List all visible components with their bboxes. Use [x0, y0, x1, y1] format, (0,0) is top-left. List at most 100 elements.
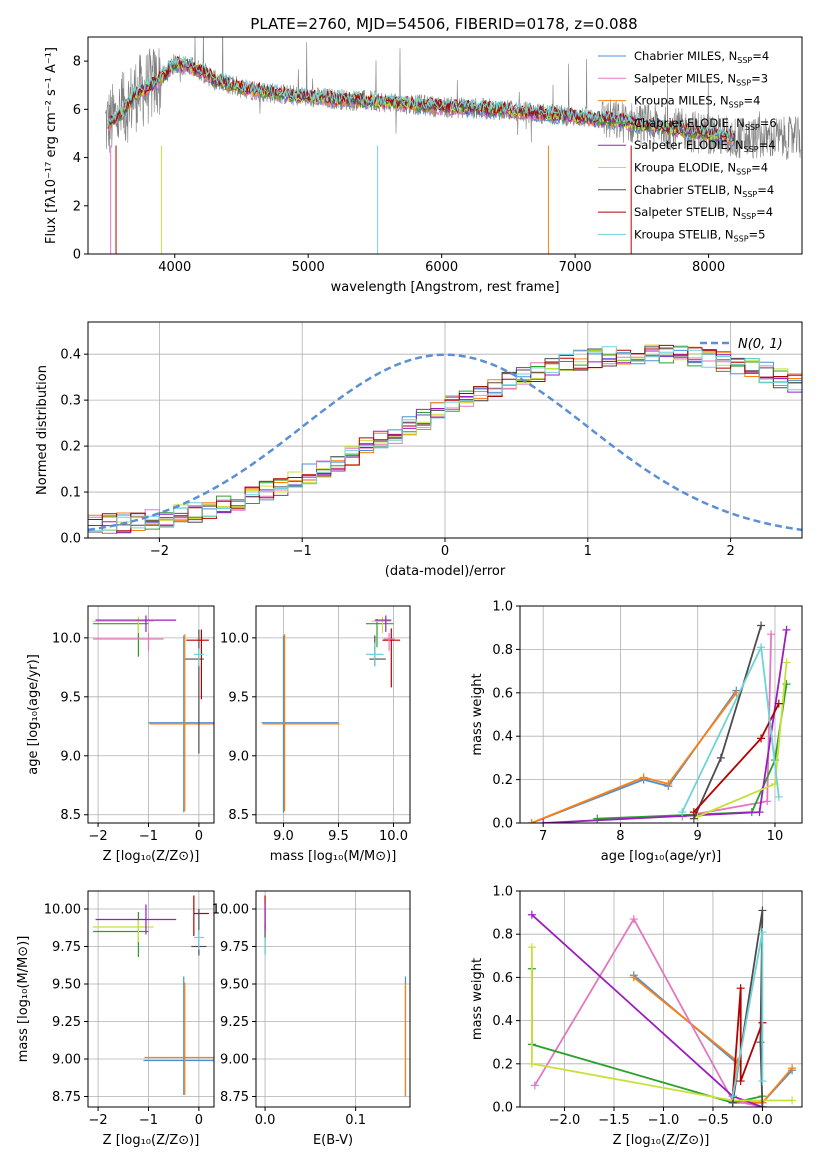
- y-tick-label: 9.75: [220, 940, 249, 955]
- weight-marker-salpeter_miles: [763, 797, 772, 806]
- axes-frame: [87, 36, 803, 255]
- x-tick-label: 9: [694, 829, 702, 844]
- y-tick-label: 9.0: [60, 749, 81, 764]
- weight-line-kroupa_stelib: [681, 644, 780, 813]
- y-tick-label: 0.0: [60, 532, 81, 547]
- weight-line-salpeter_stelib: [731, 988, 764, 1097]
- histogram-salpeter_stelib: [88, 344, 802, 532]
- x-tick-label: 8000: [692, 260, 725, 275]
- weight-marker-kroupa_elodie: [788, 1096, 797, 1105]
- weight-marker-chabrier_stelib: [758, 906, 767, 915]
- y-tick-label: 9.50: [52, 978, 81, 993]
- y-tick-label: 9.5: [228, 690, 249, 705]
- legend-entry-normal: N(0, 1): [738, 337, 783, 352]
- x-tick-label: 9.0: [273, 829, 294, 844]
- y-tick-label: 9.25: [220, 1015, 249, 1030]
- weight-line-salpeter_stelib: [693, 703, 780, 813]
- y-axis-label: mass weight: [470, 673, 485, 755]
- y-tick-label: 9.25: [52, 1015, 81, 1030]
- legend-entry-kroupa_miles: Kroupa MILES, NSSP=4: [634, 94, 760, 110]
- weight-line-chabrier_miles: [531, 690, 738, 823]
- legend-entry-chabrier_stelib: Chabrier STELIB, NSSP=4: [634, 183, 774, 199]
- y-tick-label: 0: [73, 248, 81, 263]
- x-tick-label: −1.0: [648, 1113, 680, 1128]
- x-tick-label: 0: [195, 829, 203, 844]
- weight-marker-salpeter_stelib: [774, 699, 783, 708]
- y-tick-label: 0.2: [60, 440, 81, 455]
- weight-marker-kroupa_stelib: [758, 928, 767, 937]
- plot-area: [88, 344, 802, 534]
- x-tick-label: −2: [150, 544, 169, 559]
- x-tick-label: 7000: [559, 260, 592, 275]
- weight-marker-kroupa_elodie: [527, 1059, 536, 1068]
- y-axis-label: mass weight: [470, 958, 485, 1040]
- weight-marker-kroupa_stelib: [757, 643, 766, 652]
- y-tick-label: 9.00: [220, 1053, 249, 1068]
- x-tick-label: 4000: [158, 260, 191, 275]
- axes-frame: [255, 605, 411, 824]
- y-tick-label: 6: [73, 103, 81, 118]
- x-axis-label: Z [log₁₀(Z/Z⊙)]: [103, 849, 200, 864]
- y-tick-label: 8.75: [52, 1090, 81, 1105]
- axes-frame: [519, 890, 803, 1108]
- x-tick-label: 0.0: [255, 1113, 276, 1128]
- plot-area: [105, 37, 801, 254]
- legend-entry-salpeter_stelib: Salpeter STELIB, NSSP=4: [634, 205, 773, 221]
- plot-area: [93, 895, 214, 1095]
- weight-marker-kroupa_elodie: [527, 943, 536, 952]
- weight-marker-kroupa_elodie: [782, 658, 791, 667]
- weight-line-kroupa_miles: [531, 692, 738, 823]
- x-axis-label: Z [log₁₀(Z/Z⊙)]: [613, 1133, 710, 1148]
- histogram-salpeter_elodie: [88, 349, 802, 534]
- axes-frame: [519, 605, 803, 824]
- weight-marker-kroupa_stelib: [774, 792, 783, 801]
- y-tick-label: 9.5: [60, 690, 81, 705]
- residuals-legend: N(0, 1): [700, 337, 783, 352]
- weight-marker-chabrier_stelib: [758, 1103, 767, 1107]
- weight-marker-kroupa_miles: [639, 773, 648, 782]
- y-tick-label: 8: [73, 55, 81, 70]
- weight-marker-kroupa_stelib: [678, 808, 687, 817]
- x-tick-label: 6000: [425, 260, 458, 275]
- weight-marker-salpeter_miles: [767, 630, 776, 639]
- axes-frame: [87, 890, 215, 1108]
- y-axis-label: Flux [fλ10⁻¹⁷ erg cm⁻² s⁻¹ A⁻¹]: [44, 47, 59, 244]
- weight-marker-chabrier_stelib: [716, 753, 725, 762]
- model-line-chabrier_elodie: [107, 60, 736, 144]
- x-axis-label: E(B-V): [313, 1133, 353, 1148]
- mass-vs-metallicity-panel: −2 −1 0 8.75 9.00 9.25 9.50 9.75 10.00 Z [log₁₀(Z…: [16, 890, 215, 1148]
- weight-marker-salpeter_miles: [629, 915, 638, 924]
- y-tick-label: 0.1: [60, 486, 81, 501]
- x-tick-label: 2: [726, 544, 734, 559]
- figure-title: PLATE=2760, MJD=54506, FIBERID=0178, z=0…: [250, 15, 637, 33]
- y-axis-label: mass [log₁₀(M/M⊙)]: [16, 936, 31, 1063]
- weight-line-salpeter_miles: [682, 634, 772, 818]
- weight-marker-salpeter_stelib: [757, 734, 766, 743]
- x-tick-label: −1: [293, 544, 312, 559]
- weight-marker-kroupa_stelib: [728, 1092, 737, 1101]
- y-tick-label: 9.50: [220, 978, 249, 993]
- plot-area: [527, 621, 791, 823]
- x-tick-label: 5000: [292, 260, 325, 275]
- x-tick-label: 0: [195, 1113, 203, 1128]
- normal-curve-line: [88, 353, 802, 532]
- weight-line-chabrier_stelib: [692, 625, 762, 820]
- legend-entry-chabrier_miles: Chabrier MILES, NSSP=4: [634, 49, 769, 65]
- plot-area: [93, 615, 214, 813]
- weight-marker-salpeter_elodie: [539, 819, 548, 823]
- x-axis-label: (data-model)/error: [385, 564, 506, 579]
- x-tick-label: −0.5: [697, 1113, 729, 1128]
- weight-line-salpeter_miles: [534, 917, 763, 1107]
- weight-line-chabrier_stelib: [731, 910, 764, 1107]
- age-vs-mass-panel: 9.0 9.5 10.0 8.5 9.0 9.5 10.0 mass [log₁₀(M/M⊙)…: [220, 605, 411, 864]
- y-tick-label: 9.0: [228, 749, 249, 764]
- weight-marker-salpeter_stelib: [689, 808, 698, 817]
- y-axis-label: Normed distribution: [35, 365, 50, 495]
- x-axis-label: mass [log₁₀(M/M⊙)]: [270, 849, 397, 864]
- y-tick-label: 0.0: [492, 1101, 513, 1116]
- weight-marker-kroupa_miles: [629, 973, 638, 982]
- legend-entry-kroupa_stelib: Kroupa STELIB, NSSP=5: [634, 227, 765, 243]
- x-tick-label: −1: [139, 1113, 158, 1128]
- x-tick-label: 0.1: [345, 1113, 366, 1128]
